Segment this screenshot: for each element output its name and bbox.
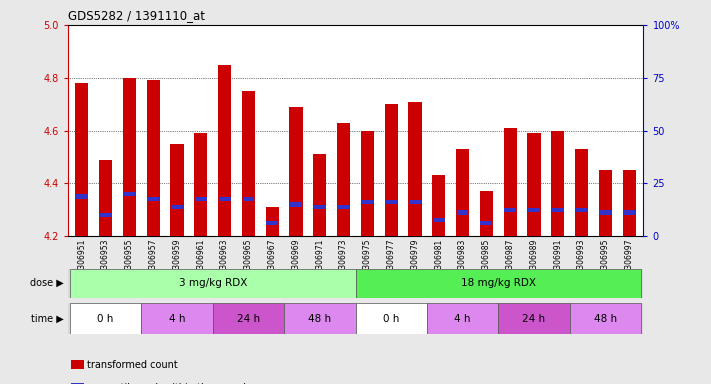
Bar (528, 133, 540, 236)
Bar (70, 303, 141, 334)
Bar (146, 80, 160, 236)
Bar (171, 205, 183, 209)
Bar (75, 83, 88, 236)
Bar (624, 210, 635, 215)
Bar (599, 210, 611, 215)
Bar (76, 194, 87, 199)
Text: 18 mg/kg RDX: 18 mg/kg RDX (461, 278, 536, 288)
Bar (195, 197, 207, 201)
Bar (290, 202, 302, 207)
Bar (408, 101, 422, 236)
Bar (242, 197, 255, 201)
Text: 4 h: 4 h (454, 314, 471, 324)
Text: 3 mg/kg RDX: 3 mg/kg RDX (178, 278, 247, 288)
Bar (242, 91, 255, 236)
Bar (213, 303, 284, 334)
Bar (356, 269, 641, 298)
Bar (432, 175, 445, 236)
Bar (218, 65, 231, 236)
Bar (456, 210, 469, 215)
Bar (267, 221, 278, 225)
Bar (314, 154, 326, 236)
Bar (124, 192, 135, 196)
Bar (409, 200, 421, 204)
Bar (100, 213, 112, 217)
Bar (361, 200, 373, 204)
Bar (575, 149, 588, 236)
Bar (123, 78, 136, 236)
Bar (171, 144, 183, 236)
Bar (99, 160, 112, 236)
Bar (284, 303, 356, 334)
Bar (266, 207, 279, 236)
Bar (528, 208, 540, 212)
Text: 48 h: 48 h (309, 314, 331, 324)
Bar (141, 303, 213, 334)
Bar (338, 205, 350, 209)
Bar (289, 107, 303, 236)
Bar (570, 303, 641, 334)
Bar (456, 149, 469, 236)
Bar (314, 205, 326, 209)
Bar (481, 221, 492, 225)
Bar (356, 303, 427, 334)
Bar (503, 128, 517, 236)
Bar (599, 170, 612, 236)
Bar (147, 197, 159, 201)
Bar (385, 104, 397, 236)
Text: 24 h: 24 h (237, 314, 260, 324)
Bar (576, 208, 587, 212)
Text: 4 h: 4 h (169, 314, 186, 324)
Bar (433, 218, 444, 222)
Bar (427, 303, 498, 334)
Text: 0 h: 0 h (383, 314, 400, 324)
Bar (70, 269, 356, 298)
Bar (504, 208, 516, 212)
Text: percentile rank within the sample: percentile rank within the sample (87, 383, 252, 384)
Bar (194, 133, 208, 236)
Bar (552, 208, 564, 212)
Bar (551, 131, 565, 236)
Bar (361, 131, 374, 236)
Bar (623, 170, 636, 236)
Text: transformed count: transformed count (87, 360, 178, 370)
Text: GDS5282 / 1391110_at: GDS5282 / 1391110_at (68, 9, 205, 22)
Text: 0 h: 0 h (97, 314, 114, 324)
Bar (219, 197, 230, 201)
Text: 24 h: 24 h (523, 314, 545, 324)
Text: time ▶: time ▶ (31, 314, 64, 324)
Text: 48 h: 48 h (594, 314, 617, 324)
Bar (480, 191, 493, 236)
Bar (385, 200, 397, 204)
Text: dose ▶: dose ▶ (31, 278, 64, 288)
Bar (337, 122, 350, 236)
Bar (498, 303, 570, 334)
